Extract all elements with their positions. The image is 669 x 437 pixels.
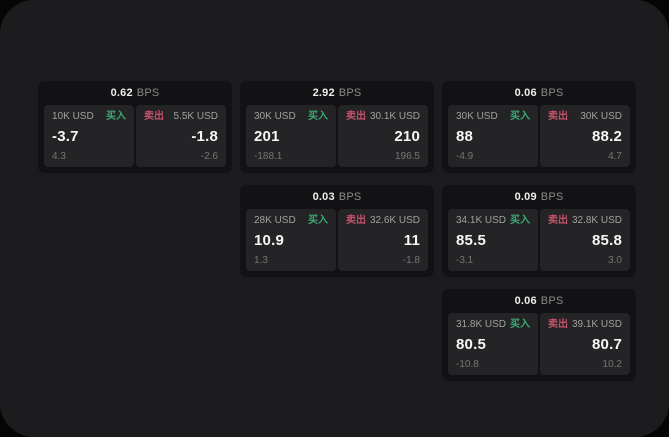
sell-side-label: 卖出 bbox=[548, 111, 568, 122]
sell-notional: 32.6K USD bbox=[369, 215, 420, 226]
buy-side-label: 买入 bbox=[510, 215, 530, 226]
sell-side-label: 卖出 bbox=[548, 319, 568, 330]
buy-sub-value: -10.8 bbox=[456, 359, 479, 370]
bps-value: 0.62 bbox=[110, 87, 133, 99]
bps-header: 0.62 BPS bbox=[44, 81, 226, 105]
buy-side-label: 买入 bbox=[308, 111, 328, 122]
buy-tile[interactable]: 28K USD 买入 10.9 1.3 bbox=[246, 209, 336, 271]
sell-tile[interactable]: 卖出 39.1K USD 80.7 10.2 bbox=[540, 313, 630, 375]
bps-value: 0.06 bbox=[514, 295, 537, 307]
buy-tile[interactable]: 30K USD 买入 201 -188.1 bbox=[246, 105, 336, 167]
buy-notional: 10K USD bbox=[52, 111, 94, 122]
sell-price: 85.8 bbox=[592, 231, 622, 249]
quote-card: 0.06 BPS 30K USD 买入 88 -4.9 卖出 30K USD bbox=[442, 81, 636, 173]
buy-sub-value: -188.1 bbox=[254, 151, 283, 162]
buy-notional: 28K USD bbox=[254, 215, 296, 226]
sell-tile[interactable]: 卖出 30.1K USD 210 196.5 bbox=[338, 105, 428, 167]
buy-sub-value: -4.9 bbox=[456, 151, 474, 162]
sell-notional: 32.8K USD bbox=[571, 215, 622, 226]
buy-side-label: 买入 bbox=[106, 111, 126, 122]
buy-notional: 30K USD bbox=[254, 111, 296, 122]
buy-sub-value: -3.1 bbox=[456, 255, 474, 266]
sell-price: 210 bbox=[394, 127, 420, 145]
sell-price: 88.2 bbox=[592, 127, 622, 145]
bps-header: 0.06 BPS bbox=[448, 81, 630, 105]
buy-sell-tiles: 30K USD 买入 201 -188.1 卖出 30.1K USD 210 1… bbox=[246, 105, 428, 167]
buy-tile[interactable]: 31.8K USD 买入 80.5 -10.8 bbox=[448, 313, 538, 375]
buy-sub-value: 4.3 bbox=[52, 151, 66, 162]
sell-notional: 39.1K USD bbox=[571, 319, 622, 330]
bps-value: 0.06 bbox=[514, 87, 537, 99]
bps-header: 0.09 BPS bbox=[448, 185, 630, 209]
sell-side-label: 卖出 bbox=[346, 111, 366, 122]
sell-sub-value: -2.6 bbox=[200, 151, 218, 162]
buy-sell-tiles: 10K USD 买入 -3.7 4.3 卖出 5.5K USD -1.8 -2.… bbox=[44, 105, 226, 167]
sell-price: 11 bbox=[403, 231, 420, 249]
sell-sub-value: 10.2 bbox=[602, 359, 622, 370]
buy-sell-tiles: 34.1K USD 买入 85.5 -3.1 卖出 32.8K USD 85.8… bbox=[448, 209, 630, 271]
sell-tile[interactable]: 卖出 32.6K USD 11 -1.8 bbox=[338, 209, 428, 271]
sell-notional: 30.1K USD bbox=[369, 111, 420, 122]
buy-sub-value: 1.3 bbox=[254, 255, 268, 266]
sell-side-label: 卖出 bbox=[548, 215, 568, 226]
sell-sub-value: 196.5 bbox=[394, 151, 420, 162]
sell-tile[interactable]: 卖出 30K USD 88.2 4.7 bbox=[540, 105, 630, 167]
buy-price: 10.9 bbox=[254, 231, 284, 249]
bps-value: 2.92 bbox=[312, 87, 335, 99]
buy-side-label: 买入 bbox=[510, 319, 530, 330]
sell-sub-value: 4.7 bbox=[608, 151, 622, 162]
buy-notional: 31.8K USD bbox=[456, 319, 507, 330]
quote-card: 0.03 BPS 28K USD 买入 10.9 1.3 卖出 32.6K US… bbox=[240, 185, 434, 277]
buy-price: 88 bbox=[456, 127, 474, 145]
buy-tile[interactable]: 34.1K USD 买入 85.5 -3.1 bbox=[448, 209, 538, 271]
bps-header: 0.06 BPS bbox=[448, 289, 630, 313]
sell-side-label: 卖出 bbox=[346, 215, 366, 226]
bps-unit: BPS bbox=[338, 87, 362, 99]
sell-tile[interactable]: 卖出 32.8K USD 85.8 3.0 bbox=[540, 209, 630, 271]
quote-card: 0.09 BPS 34.1K USD 买入 85.5 -3.1 卖出 32.8K… bbox=[442, 185, 636, 277]
bps-unit: BPS bbox=[338, 191, 362, 203]
bps-value: 0.03 bbox=[312, 191, 335, 203]
bps-unit: BPS bbox=[540, 87, 564, 99]
sell-sub-value: 3.0 bbox=[608, 255, 622, 266]
quote-card: 0.62 BPS 10K USD 买入 -3.7 4.3 卖出 5.5K USD bbox=[38, 81, 232, 173]
buy-side-label: 买入 bbox=[510, 111, 530, 122]
buy-price: 201 bbox=[254, 127, 280, 145]
quote-card: 0.06 BPS 31.8K USD 买入 80.5 -10.8 卖出 39.1… bbox=[442, 289, 636, 381]
bps-unit: BPS bbox=[136, 87, 160, 99]
sell-tile[interactable]: 卖出 5.5K USD -1.8 -2.6 bbox=[136, 105, 226, 167]
buy-sell-tiles: 30K USD 买入 88 -4.9 卖出 30K USD 88.2 4.7 bbox=[448, 105, 630, 167]
sell-notional: 30K USD bbox=[580, 111, 622, 122]
bps-header: 2.92 BPS bbox=[246, 81, 428, 105]
sell-price: -1.8 bbox=[191, 127, 218, 145]
buy-side-label: 买入 bbox=[308, 215, 328, 226]
buy-notional: 34.1K USD bbox=[456, 215, 507, 226]
bps-unit: BPS bbox=[540, 295, 564, 307]
bps-header: 0.03 BPS bbox=[246, 185, 428, 209]
sell-side-label: 卖出 bbox=[144, 111, 164, 122]
buy-price: -3.7 bbox=[52, 127, 79, 145]
buy-tile[interactable]: 30K USD 买入 88 -4.9 bbox=[448, 105, 538, 167]
buy-sell-tiles: 31.8K USD 买入 80.5 -10.8 卖出 39.1K USD 80.… bbox=[448, 313, 630, 375]
sell-sub-value: -1.8 bbox=[402, 255, 420, 266]
buy-tile[interactable]: 10K USD 买入 -3.7 4.3 bbox=[44, 105, 134, 167]
quote-card: 2.92 BPS 30K USD 买入 201 -188.1 卖出 30.1K … bbox=[240, 81, 434, 173]
bps-unit: BPS bbox=[540, 191, 564, 203]
sell-notional: 5.5K USD bbox=[173, 111, 218, 122]
buy-sell-tiles: 28K USD 买入 10.9 1.3 卖出 32.6K USD 11 -1.8 bbox=[246, 209, 428, 271]
bps-value: 0.09 bbox=[514, 191, 537, 203]
buy-notional: 30K USD bbox=[456, 111, 498, 122]
buy-price: 80.5 bbox=[456, 335, 486, 353]
buy-price: 85.5 bbox=[456, 231, 486, 249]
quote-card-grid: 0.62 BPS 10K USD 买入 -3.7 4.3 卖出 5.5K USD bbox=[38, 81, 636, 381]
sell-price: 80.7 bbox=[592, 335, 622, 353]
